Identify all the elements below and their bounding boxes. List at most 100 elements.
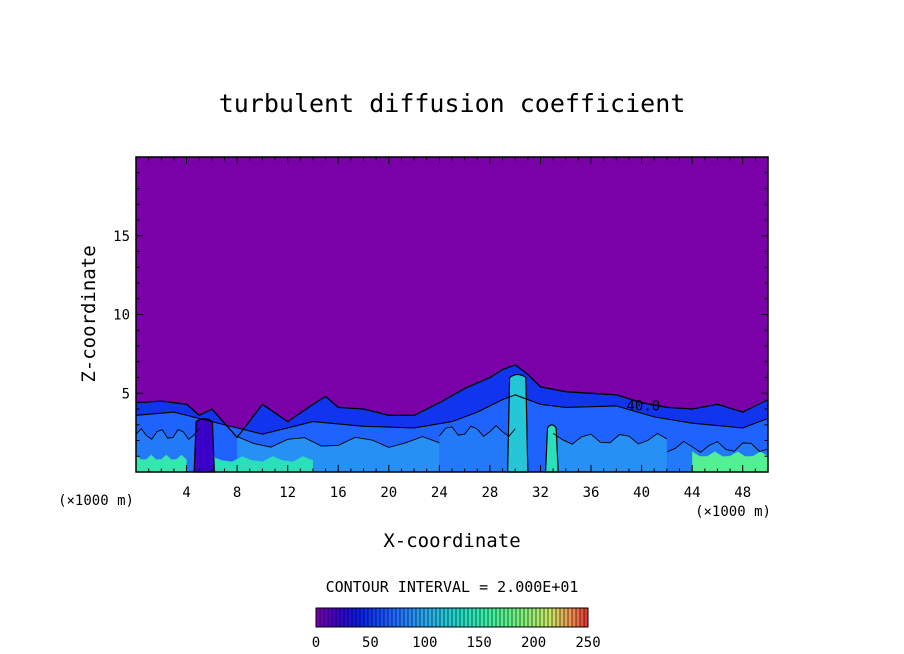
colorbar-cell	[436, 608, 441, 627]
contour-line-inner	[666, 440, 769, 453]
colorbar-cell	[548, 608, 553, 627]
x-axis-ticks: 4 8 12 16 20 24 28 32 36 40 44 48	[148, 157, 756, 501]
contour-interval-text: CONTOUR INTERVAL = 2.000E+01	[326, 578, 579, 596]
colorbar-cell	[328, 608, 333, 627]
colorbar-cell	[388, 608, 393, 627]
updraft-column	[507, 373, 529, 473]
contour-line-inner	[236, 436, 440, 448]
x-unit-left: (×1000 m)	[58, 493, 134, 509]
chart-title: turbulent diffusion coefficient	[219, 89, 686, 118]
updraft-column	[544, 424, 559, 473]
colorbar-cell	[408, 608, 413, 627]
colorbar-cell	[364, 608, 369, 627]
colorbar-cell	[412, 608, 417, 627]
colorbar-cell	[348, 608, 353, 627]
colorbar-cell	[448, 608, 453, 627]
colorbar-cell	[524, 608, 529, 627]
x-tick-label: 4	[182, 485, 190, 501]
colorbar-cell	[476, 608, 481, 627]
colorbar-cell	[372, 608, 377, 627]
colorbar-cell	[480, 608, 485, 627]
contour-line-outer	[135, 364, 769, 439]
colorbar-cell	[500, 608, 505, 627]
colorbar-cell	[356, 608, 361, 627]
colorbar-tick-label: 100	[412, 635, 437, 651]
colorbar-cell	[580, 608, 585, 627]
colorbar-cell	[456, 608, 461, 627]
colorbar-cell	[424, 608, 429, 627]
colorbar-cell	[536, 608, 541, 627]
updraft-column	[193, 418, 215, 473]
y-tick-label: 5	[122, 386, 130, 402]
colorbar-cell	[316, 608, 321, 627]
colorbar-cell	[568, 608, 573, 627]
colorbar-cell	[324, 608, 329, 627]
contour-line-inner	[135, 428, 200, 441]
x-tick-label: 20	[380, 485, 397, 501]
colorbar-cell	[492, 608, 497, 627]
colorbar-cell	[452, 608, 457, 627]
colorbar-cell	[416, 608, 421, 627]
colorbar-cell	[344, 608, 349, 627]
colorbar-cell	[576, 608, 581, 627]
colorbar-cell	[336, 608, 341, 627]
x-tick-label: 8	[233, 485, 241, 501]
colorbar-ticks: 0 50 100 150 200 250	[312, 635, 601, 651]
colorbar-cell	[384, 608, 389, 627]
colorbar-cell	[560, 608, 565, 627]
colorbar-cell	[564, 608, 569, 627]
colorbar-tick-label: 250	[575, 635, 600, 651]
x-axis-label: X-coordinate	[383, 530, 520, 552]
colorbar-cell	[440, 608, 445, 627]
colorbar-cell	[396, 608, 401, 627]
colorbar	[315, 607, 589, 628]
x-unit-right: (×1000 m)	[695, 504, 771, 520]
colorbar-cell	[428, 608, 433, 627]
colorbar-cell	[464, 608, 469, 627]
y-tick-label: 10	[113, 308, 130, 324]
colorbar-cell	[552, 608, 557, 627]
colorbar-cell	[528, 608, 533, 627]
colorbar-cell	[420, 608, 425, 627]
colorbar-cell	[404, 608, 409, 627]
colorbar-cell	[516, 608, 521, 627]
colorbar-cell	[572, 608, 577, 627]
colorbar-cell	[496, 608, 501, 627]
x-tick-label: 12	[279, 485, 296, 501]
x-tick-label: 28	[481, 485, 498, 501]
colorbar-cell	[340, 608, 345, 627]
colorbar-cell	[472, 608, 477, 627]
colorbar-tick-label: 0	[312, 635, 320, 651]
colorbar-cell	[332, 608, 337, 627]
colorbar-cell	[376, 608, 381, 627]
contour-lines	[135, 364, 769, 453]
contour-value-label: 40.0	[626, 399, 660, 415]
colorbar-cell	[360, 608, 365, 627]
contour-line-inner	[439, 424, 516, 438]
colorbar-cell	[400, 608, 405, 627]
colorbar-cell	[352, 608, 357, 627]
colorbar-cell	[392, 608, 397, 627]
colorbar-cell	[432, 608, 437, 627]
x-tick-label: 40	[633, 485, 650, 501]
colorbar-cell	[444, 608, 449, 627]
colorbar-cell	[520, 608, 525, 627]
colorbar-cell	[532, 608, 537, 627]
y-axis-ticks: 5 10 15	[113, 172, 768, 457]
colorbar-cell	[368, 608, 373, 627]
colorbar-cell	[508, 608, 513, 627]
colorbar-cell	[488, 608, 493, 627]
colorbar-cell	[584, 608, 589, 627]
colorbar-tick-label: 50	[362, 635, 379, 651]
mixed-layer-zone	[439, 425, 516, 472]
surface-maximum	[692, 451, 768, 472]
y-tick-label: 15	[113, 229, 130, 245]
colorbar-frame	[315, 607, 589, 628]
contour-line-40	[135, 394, 769, 435]
colorbar-cell	[460, 608, 465, 627]
x-tick-label: 36	[583, 485, 600, 501]
mixed-layer-zone	[553, 433, 667, 472]
x-tick-label: 16	[330, 485, 347, 501]
colorbar-tick-label: 200	[521, 635, 546, 651]
